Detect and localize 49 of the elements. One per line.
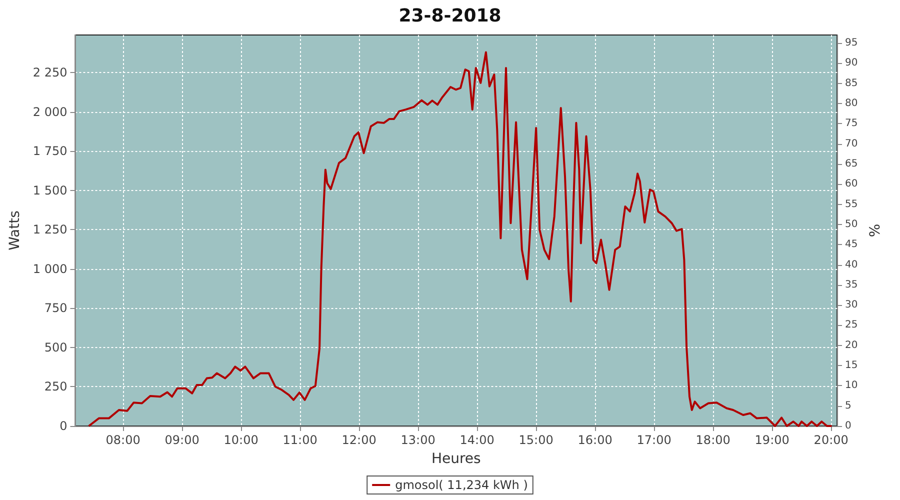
y2-tick-label: 55 — [845, 198, 858, 210]
y2-tick-label: 45 — [845, 239, 858, 250]
y2-tick-label: 85 — [845, 78, 858, 89]
chart-title: 23-8-2018 — [398, 6, 502, 26]
y2-tick-label: 95 — [845, 38, 858, 49]
y-tick-label: 500 — [44, 340, 68, 354]
y2-tick-label: 20 — [845, 340, 858, 351]
y-tick-label: 1 250 — [32, 222, 68, 237]
x-tick-label: 09:00 — [164, 433, 200, 447]
y-tick-label: 2 250 — [32, 66, 68, 80]
y-axis-title: Watts — [7, 210, 23, 250]
x-tick-label: 16:00 — [578, 433, 612, 447]
x-tick-label: 15:00 — [518, 433, 554, 447]
y-tick-label: 2 000 — [32, 104, 68, 119]
legend-label: gmosol( 11,234 kWh ) — [395, 478, 528, 492]
x-tick-label: 13:00 — [400, 433, 436, 447]
y2-axis-title: % — [868, 224, 884, 238]
y-tick-label: 1 750 — [32, 144, 68, 158]
x-tick-label: 08:00 — [106, 433, 140, 447]
y2-tick-label: 90 — [845, 58, 858, 69]
y-tick-label: 750 — [44, 301, 68, 316]
y2-tick-label: 75 — [845, 118, 858, 130]
y2-tick-label: 65 — [845, 158, 858, 170]
x-tick-label: 11:00 — [282, 433, 318, 447]
x-tick-label: 20:00 — [814, 433, 848, 447]
x-tick-label: 17:00 — [636, 433, 672, 447]
y2-tick-label: 0 — [845, 420, 852, 432]
y2-tick-label: 5 — [845, 400, 852, 412]
x-tick-label: 14:00 — [460, 433, 494, 447]
x-tick-label: 19:00 — [754, 433, 790, 447]
y2-tick-label: 50 — [845, 218, 858, 230]
y2-tick-label: 70 — [845, 138, 858, 150]
x-tick-label: 18:00 — [696, 433, 730, 447]
y-tick-label: 1 000 — [32, 262, 68, 276]
line-series — [88, 51, 833, 427]
y2-tick-label: 60 — [845, 178, 858, 190]
x-axis-title: Heures — [431, 451, 481, 467]
y2-tick-label: 10 — [845, 380, 858, 392]
x-tick-label: 12:00 — [342, 433, 376, 447]
y2-tick-label: 30 — [845, 300, 858, 311]
y-tick-label: 0 — [60, 419, 68, 433]
y-tick-label: 1 500 — [32, 183, 68, 198]
y2-tick-label: 80 — [845, 98, 858, 110]
y2-tick-label: 35 — [845, 279, 858, 290]
y2-tick-label: 40 — [845, 259, 858, 270]
y-tick-label: 250 — [44, 380, 68, 394]
x-tick-label: 10:00 — [224, 433, 258, 447]
y2-tick-label: 25 — [845, 320, 858, 331]
y2-tick-label: 15 — [845, 360, 858, 372]
